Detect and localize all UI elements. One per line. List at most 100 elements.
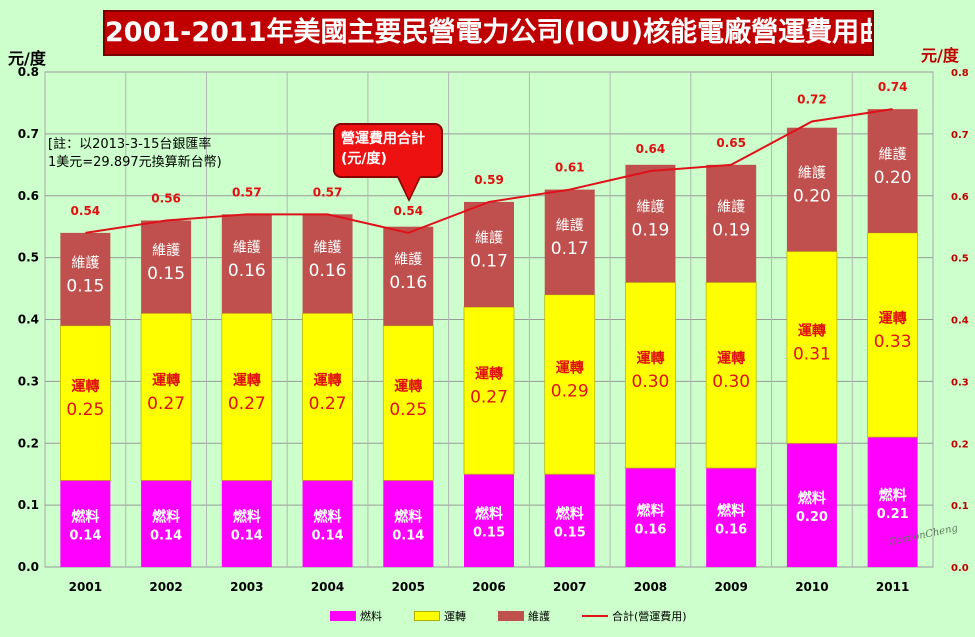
data-label: 0.29 <box>551 381 589 401</box>
y-axis-left-ticks: 0.0 0.1 0.2 0.3 0.4 0.5 0.6 0.7 0.8 <box>18 65 39 574</box>
segment-label: 運轉 <box>233 372 261 389</box>
bar-segment-維護 <box>786 127 837 252</box>
segment-label: 維護 <box>233 240 261 256</box>
segment-label: 維護 <box>556 218 584 234</box>
bar-segment-燃料 <box>544 474 595 567</box>
bar-segment-運轉 <box>140 312 192 481</box>
legend-item-total: 合計(營運費用) <box>582 608 687 624</box>
y-tick-label-left: 0.1 <box>18 498 39 512</box>
x-tick-label: 2002 <box>149 580 182 594</box>
data-label: 0.25 <box>66 400 104 420</box>
segment-label: 運轉 <box>879 310 907 327</box>
data-label: 0.14 <box>150 529 182 544</box>
bar-stack-2011: 燃料 0.21 運轉 0.33 維護 0.20 <box>867 109 919 567</box>
y-axis-right-ticks: 0.0 0.1 0.2 0.3 0.4 0.5 0.6 0.7 0.8 <box>951 68 969 574</box>
segment-label: 運轉 <box>314 372 342 389</box>
y-tick-label-right: 0.5 <box>951 254 969 265</box>
bar-segment-燃料 <box>625 468 676 567</box>
note-line-1: [註：以2013-3-15台銀匯率 <box>48 137 212 152</box>
segment-label: 維護 <box>717 200 745 216</box>
data-label: 0.27 <box>228 394 266 414</box>
x-tick-label: 2010 <box>795 580 828 594</box>
segment-label: 運轉 <box>717 350 745 367</box>
data-label: 0.14 <box>69 529 101 544</box>
bar-segment-燃料 <box>706 468 757 567</box>
x-tick-label: 2005 <box>392 580 425 594</box>
legend-swatch-maintenance <box>498 611 524 621</box>
total-label: 0.54 <box>393 204 423 218</box>
segment-label: 燃料 <box>71 509 99 526</box>
segment-label: 燃料 <box>717 503 745 520</box>
data-label: 0.14 <box>231 529 263 544</box>
y-axis-unit-right: 元/度 <box>921 46 959 65</box>
bar-segment-運轉 <box>544 294 596 475</box>
y-tick-label-left: 0.3 <box>18 374 39 388</box>
bar-segment-維護 <box>867 109 918 233</box>
segment-label: 維護 <box>152 243 180 259</box>
data-label: 0.25 <box>389 400 427 420</box>
legend-label-fuel: 燃料 <box>360 610 382 623</box>
x-tick-label: 2007 <box>553 580 586 594</box>
bar-segment-燃料 <box>60 480 111 567</box>
data-label: 0.16 <box>634 523 666 538</box>
bar-segment-維護 <box>625 164 676 283</box>
data-label: 0.30 <box>712 372 750 392</box>
bar-stack-2002: 燃料 0.14 運轉 0.27 維護 0.15 <box>140 220 192 567</box>
bar-stack-2004: 燃料 0.14 運轉 0.27 維護 0.16 <box>302 214 353 567</box>
data-label: 0.16 <box>309 261 347 281</box>
y-tick-label-right: 0.8 <box>951 68 969 79</box>
segment-label: 維護 <box>879 147 907 163</box>
bar-stack-2001: 燃料 0.14 運轉 0.25 維護 0.15 <box>59 232 111 567</box>
y-tick-label-left: 0.6 <box>18 189 39 203</box>
x-tick-label: 2004 <box>311 580 344 594</box>
total-label: 0.65 <box>716 136 746 150</box>
data-label: 0.17 <box>551 239 589 259</box>
legend-label-maintenance: 維護 <box>528 610 550 623</box>
data-label: 0.20 <box>874 168 912 188</box>
legend-item-maintenance: 維護 <box>498 608 550 624</box>
bar-segment-燃料 <box>141 480 192 567</box>
bar-segment-維護 <box>141 220 192 314</box>
bar-segment-運轉 <box>867 232 919 438</box>
x-tick-label: 2011 <box>876 580 909 594</box>
data-label: 0.19 <box>632 221 670 241</box>
segment-label: 運轉 <box>636 350 664 367</box>
data-label: 0.20 <box>793 187 831 207</box>
segment-label: 燃料 <box>314 509 342 526</box>
segment-label: 運轉 <box>475 366 503 383</box>
y-tick-label-left: 0.8 <box>18 65 39 79</box>
x-axis-ticks: 2001 2002 2003 2004 2005 2006 2007 2008 2009 2010… <box>69 580 910 594</box>
data-label: 0.15 <box>473 526 505 541</box>
total-label: 0.64 <box>636 142 666 156</box>
total-line-group: 0.54 0.56 0.57 0.57 0.54 0.59 0.61 0.64 0.65 0.72… <box>71 80 907 234</box>
bar-segment-運轉 <box>59 325 111 481</box>
y-tick-label-right: 0.6 <box>951 192 969 203</box>
bar-segment-維護 <box>706 164 757 283</box>
bar-segment-維護 <box>302 214 353 314</box>
bar-segment-運轉 <box>463 306 515 475</box>
segment-label: 維護 <box>798 166 826 182</box>
data-label: 0.27 <box>470 388 508 408</box>
legend-item-operation: 運轉 <box>414 608 466 624</box>
data-label: 0.16 <box>715 523 747 538</box>
total-label: 0.56 <box>151 192 181 206</box>
y-tick-label-right: 0.4 <box>951 316 969 327</box>
y-tick-label-left: 0.2 <box>18 436 39 450</box>
bar-segment-運轉 <box>221 312 273 481</box>
y-tick-label-right: 0.2 <box>951 439 969 450</box>
total-label: 0.54 <box>71 204 101 218</box>
bar-segment-維護 <box>60 232 111 326</box>
segment-label: 維護 <box>71 255 99 271</box>
segment-label: 燃料 <box>556 506 584 523</box>
y-tick-label-right: 0.1 <box>951 501 969 512</box>
bar-segment-燃料 <box>221 480 272 567</box>
data-label: 0.14 <box>392 529 424 544</box>
total-label: 0.72 <box>797 93 827 107</box>
segment-label: 運轉 <box>556 359 584 376</box>
data-label: 0.15 <box>66 276 104 296</box>
segment-label: 燃料 <box>798 490 826 507</box>
data-label: 0.15 <box>554 526 586 541</box>
legend: 燃料 運轉 維護 合計(營運費用) <box>330 605 687 627</box>
data-label: 0.14 <box>312 529 344 544</box>
data-label: 0.16 <box>228 261 266 281</box>
